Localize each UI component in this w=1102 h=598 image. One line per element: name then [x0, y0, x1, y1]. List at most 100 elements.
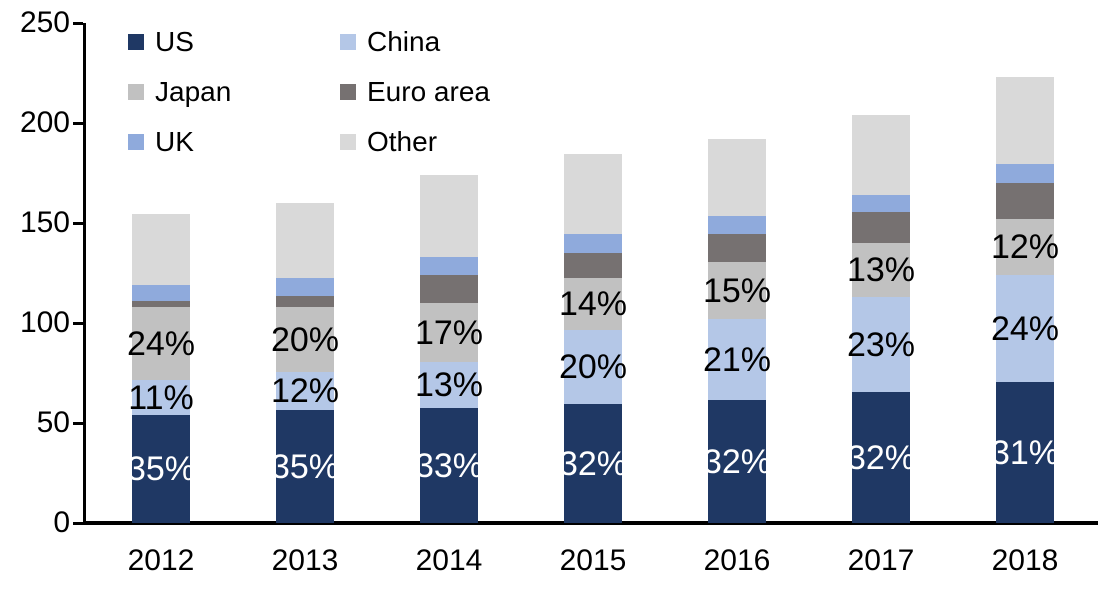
bar-segment-2012-china — [132, 380, 190, 415]
bar-segment-2012-euro-area — [132, 301, 190, 307]
segment-label-2018-us: 31% — [990, 433, 1060, 472]
legend-label: China — [367, 26, 441, 57]
legend-item-other: Other — [340, 125, 437, 159]
segment-label-2017-japan: 13% — [846, 251, 916, 289]
bar-segment-2015-us — [564, 404, 622, 523]
segment-label-2014-japan: 17% — [414, 313, 484, 352]
legend-swatch-icon — [128, 34, 144, 50]
segment-label-2017-china: 23% — [846, 325, 916, 364]
bar-segment-2016-other — [708, 139, 766, 216]
bar-segment-2013-other — [276, 203, 334, 278]
y-axis-label: 150 — [19, 206, 70, 239]
x-axis-label-2015: 2015 — [559, 544, 627, 577]
bar-segment-2018-uk — [996, 164, 1054, 183]
bar-segment-2015-other — [564, 154, 622, 234]
x-axis-label-2014: 2014 — [415, 544, 483, 577]
segment-label-2016-japan: 15% — [702, 271, 772, 310]
bar-segment-2013-us — [276, 410, 334, 523]
y-axis-line — [83, 23, 86, 525]
y-axis-label: 0 — [53, 506, 70, 539]
bar-segment-2014-uk — [420, 257, 478, 275]
legend-item-euro-area: Euro area — [340, 75, 490, 109]
bar-segment-2015-china — [564, 330, 622, 404]
x-axis-line — [83, 521, 1098, 525]
segment-label-2013-us: 35% — [270, 447, 340, 486]
y-axis-tick — [73, 422, 83, 425]
bar-segment-2012-uk — [132, 285, 190, 301]
bar-segment-2018-china — [996, 275, 1054, 382]
bar-segment-2015-japan — [564, 278, 622, 330]
y-axis-tick — [73, 122, 83, 125]
segment-label-2015-japan: 14% — [558, 285, 628, 323]
y-axis-tick — [73, 322, 83, 325]
legend-item-uk: UK — [128, 125, 194, 159]
segment-label-2016-china: 21% — [702, 340, 772, 379]
segment-label-2013-china: 12% — [270, 372, 340, 410]
legend-label: US — [155, 26, 194, 57]
segment-label-2014-china: 13% — [414, 366, 484, 404]
bar-segment-2017-japan — [852, 243, 910, 297]
bar-segment-2016-japan — [708, 262, 766, 319]
bar-segment-2014-china — [420, 362, 478, 408]
bar-segment-2017-other — [852, 115, 910, 195]
bar-segment-2018-us — [996, 382, 1054, 523]
segment-label-2017-us: 32% — [846, 438, 916, 477]
x-axis-label-2018: 2018 — [991, 544, 1059, 577]
y-axis-label: 50 — [36, 406, 70, 439]
segment-label-2013-japan: 20% — [270, 320, 340, 359]
segment-label-2015-us: 32% — [558, 444, 628, 483]
bar-segment-2016-china — [708, 319, 766, 400]
legend-swatch-icon — [128, 134, 144, 150]
x-axis-label-2012: 2012 — [127, 544, 195, 577]
bar-segment-2014-us — [420, 408, 478, 523]
y-axis-label: 250 — [19, 6, 70, 39]
x-axis-label-2013: 2013 — [271, 544, 339, 577]
segment-label-2014-us: 33% — [414, 446, 484, 485]
legend-item-us: US — [128, 25, 194, 59]
bar-segment-2015-uk — [564, 234, 622, 253]
legend-label: Euro area — [367, 76, 490, 107]
bar-segment-2018-euro-area — [996, 183, 1054, 219]
legend-item-japan: Japan — [128, 75, 231, 109]
bar-segment-2014-euro-area — [420, 275, 478, 303]
x-axis-label-2016: 2016 — [703, 544, 771, 577]
segment-label-2012-china: 11% — [128, 378, 194, 417]
y-axis-tick — [73, 522, 83, 525]
bar-segment-2013-euro-area — [276, 296, 334, 307]
legend-swatch-icon — [340, 34, 356, 50]
legend: US China Japan Euro area UK Other — [128, 25, 588, 175]
bar-segment-2013-china — [276, 372, 334, 410]
segment-label-2015-china: 20% — [558, 348, 628, 386]
bar-segment-2016-euro-area — [708, 234, 766, 262]
x-axis-label-2017: 2017 — [847, 544, 915, 577]
bar-segment-2017-us — [852, 392, 910, 523]
segment-label-2018-japan: 12% — [990, 228, 1060, 266]
bar-segment-2013-japan — [276, 307, 334, 372]
segment-label-2016-us: 32% — [702, 442, 772, 481]
bar-segment-2018-other — [996, 77, 1054, 164]
y-axis-tick — [73, 222, 83, 225]
y-axis-label: 200 — [19, 106, 70, 139]
bar-segment-2016-us — [708, 400, 766, 523]
segment-label-2018-china: 24% — [990, 309, 1060, 348]
y-axis-label: 100 — [19, 306, 70, 339]
legend-label: Japan — [155, 76, 232, 107]
bar-segment-2012-other — [132, 214, 190, 285]
bar-segment-2014-japan — [420, 303, 478, 362]
bar-segment-2012-japan — [132, 307, 190, 380]
legend-label: UK — [155, 126, 194, 157]
bar-segment-2016-uk — [708, 216, 766, 234]
segment-label-2012-us: 35% — [126, 450, 196, 488]
bar-segment-2014-other — [420, 175, 478, 257]
segment-label-2012-japan: 24% — [126, 324, 196, 363]
bar-segment-2017-uk — [852, 195, 910, 212]
legend-swatch-icon — [340, 84, 356, 100]
bar-segment-2017-euro-area — [852, 212, 910, 243]
legend-item-china: China — [340, 25, 440, 59]
legend-swatch-icon — [128, 84, 144, 100]
legend-swatch-icon — [340, 134, 356, 150]
bar-segment-2018-japan — [996, 219, 1054, 275]
bar-segment-2013-uk — [276, 278, 334, 296]
y-axis-tick — [73, 22, 83, 25]
